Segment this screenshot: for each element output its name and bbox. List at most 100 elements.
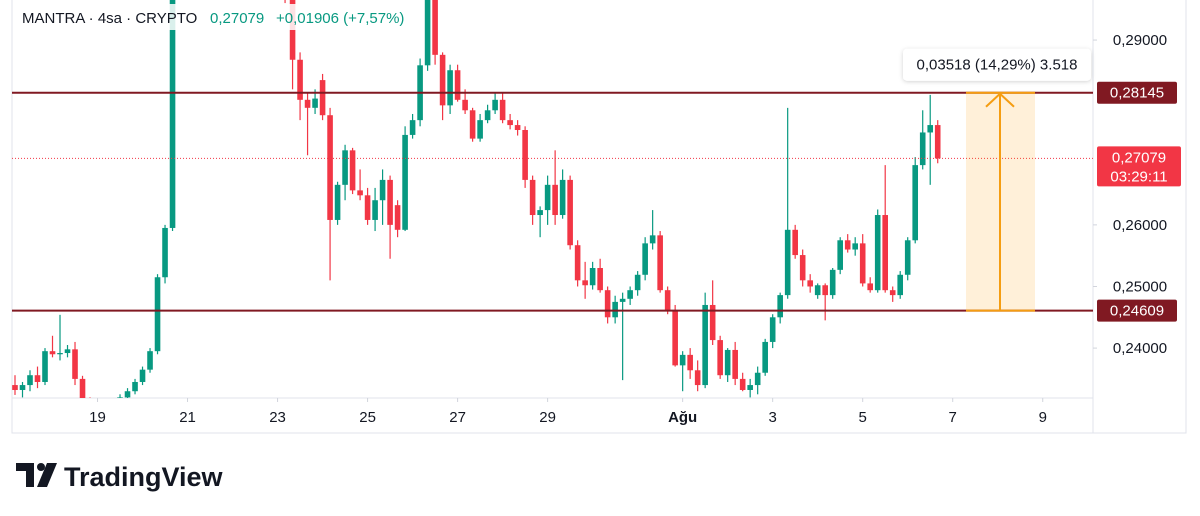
x-tick-label: 3	[769, 409, 777, 426]
candle-body	[462, 99, 468, 111]
candle-body	[904, 240, 911, 275]
candle-body	[837, 240, 843, 270]
overlay: 0,29000 0,26000 0,25000 0,24000 19 21 23 25 27 29…	[12, 32, 1181, 426]
candle-body	[747, 385, 753, 390]
candle-body	[852, 243, 858, 250]
candle-body	[574, 245, 581, 281]
candle-body	[687, 354, 693, 371]
candle-body	[27, 375, 33, 386]
measure-label-bg	[903, 48, 1091, 81]
x-tick-label: 9	[1039, 409, 1047, 426]
candle-body	[492, 99, 498, 111]
y-tick-label: 0,26000	[1113, 217, 1167, 234]
last-price-tag-label: 0,27079	[1112, 149, 1166, 166]
header-price: 0,27079	[210, 10, 264, 27]
candle-body	[874, 215, 881, 291]
candle-body	[132, 381, 138, 392]
candle-body	[387, 179, 393, 225]
candle-body	[64, 349, 71, 354]
candle-body	[447, 70, 453, 106]
brand-logo: TradingView	[16, 462, 224, 492]
measure-label: 0,03518 (14,29%) 3.518	[917, 57, 1078, 74]
candle-body	[717, 340, 723, 376]
candle-body	[829, 269, 836, 296]
candle-body	[619, 298, 626, 302]
candle-body	[394, 205, 401, 230]
logo-slash	[37, 463, 57, 487]
plot-area	[12, 0, 1093, 398]
candle-body	[552, 184, 558, 216]
candle-body	[882, 215, 889, 291]
level-tag	[1097, 81, 1177, 104]
candle-body	[664, 290, 671, 310]
symbol-title: MANTRA · 4sa · CRYPTO	[22, 10, 197, 27]
candle-body	[117, 397, 123, 398]
candle-body	[342, 150, 348, 185]
candle-body	[897, 274, 904, 296]
countdown-label: 03:29:11	[1110, 168, 1167, 185]
candle-body	[349, 150, 356, 191]
last-price-tag	[1097, 146, 1181, 187]
candle-body	[297, 59, 303, 100]
level-tag-label: 0,28145	[1110, 85, 1164, 102]
candle-body	[79, 378, 86, 398]
candle-body	[514, 125, 521, 130]
candle-body	[147, 351, 153, 370]
candle-body	[379, 179, 386, 201]
x-tick-label: Ağu	[668, 409, 697, 426]
candle-body	[769, 317, 776, 342]
x-tick-label: 7	[949, 409, 957, 426]
candle-body	[784, 229, 791, 296]
candle-body	[859, 243, 866, 284]
candle-body	[72, 349, 78, 379]
x-tick-label: 5	[859, 409, 867, 426]
candle-body	[709, 304, 716, 341]
candle-body	[57, 353, 63, 355]
candle-body	[529, 179, 536, 216]
candle-body	[927, 125, 934, 133]
candle-body	[499, 99, 506, 121]
candle-body	[12, 385, 18, 390]
candle-body	[807, 280, 813, 287]
candle-body	[754, 372, 761, 386]
candle-body	[889, 290, 896, 296]
logo-mark	[16, 463, 34, 487]
candle-body	[372, 200, 378, 220]
candle-body	[679, 354, 686, 366]
candle-body	[484, 110, 491, 121]
level-tag	[1097, 299, 1177, 322]
level-tag-label: 0,24609	[1110, 303, 1164, 320]
candle-body	[762, 341, 768, 373]
candle-body	[477, 120, 483, 139]
candle-body	[469, 110, 476, 139]
measure-arrowhead	[985, 92, 1015, 108]
candle-body	[537, 210, 543, 216]
candle-body	[582, 280, 588, 286]
candle-body	[867, 283, 873, 291]
candle-body	[822, 285, 828, 296]
candle-body	[19, 385, 26, 390]
candle-body	[439, 54, 446, 106]
y-tick-label: 0,24000	[1113, 340, 1167, 357]
header-bg	[14, 4, 424, 30]
candle-body	[327, 115, 333, 220]
candle-body	[634, 274, 641, 291]
x-tick-label: 21	[179, 409, 196, 426]
candle-body	[424, 0, 431, 66]
x-tick-label: 29	[539, 409, 556, 426]
candle-body	[522, 129, 528, 180]
candle-body	[42, 351, 48, 382]
x-tick-label: 27	[449, 409, 466, 426]
candle-body	[694, 370, 701, 386]
candle-body	[567, 179, 573, 246]
y-tick-label: 0,29000	[1113, 32, 1167, 49]
candle-body	[312, 98, 318, 108]
header: MANTRA · 4sa · CRYPTO 0,27079 +0,01906 (…	[14, 4, 424, 30]
candle-body	[357, 190, 363, 196]
candle-body	[642, 243, 648, 275]
candle-body	[777, 295, 783, 318]
header-change: +0,01906 (+7,57%)	[276, 10, 404, 27]
candle-body	[792, 229, 798, 256]
candle-body	[34, 375, 41, 382]
